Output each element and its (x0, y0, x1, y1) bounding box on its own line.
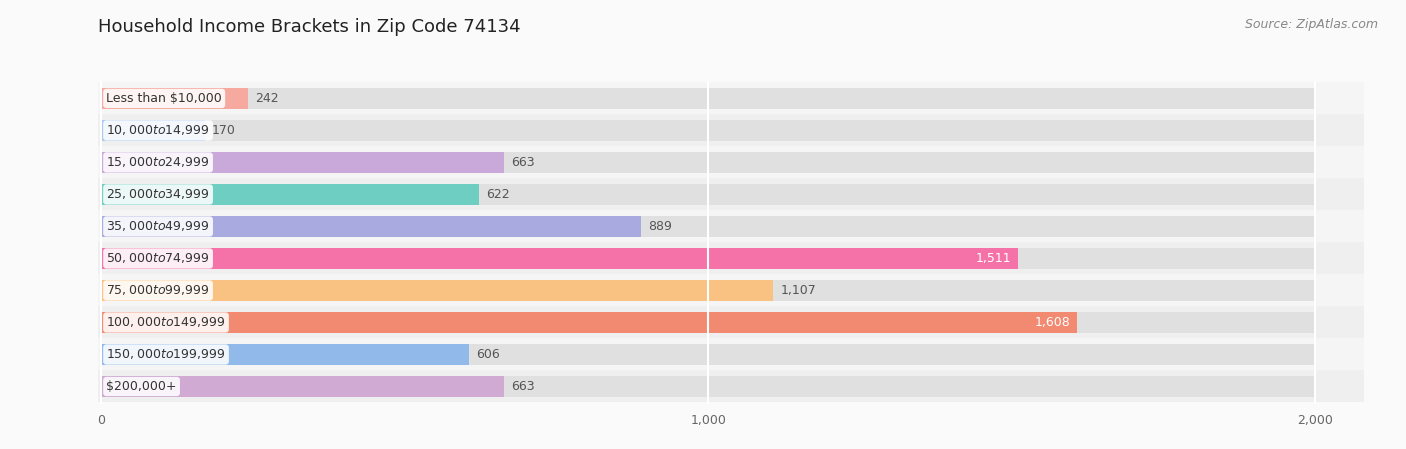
Bar (77, 83, 1406, 114)
Bar (101, 376, 1315, 397)
Bar (77, 242, 1406, 274)
Bar (101, 344, 1315, 365)
Text: 242: 242 (256, 92, 280, 105)
Bar (101, 184, 1315, 205)
Bar (77, 339, 1406, 370)
Bar (77, 178, 1406, 211)
Text: 1,608: 1,608 (1035, 316, 1070, 329)
Text: Less than $10,000: Less than $10,000 (107, 92, 222, 105)
Text: 889: 889 (648, 220, 672, 233)
Bar (101, 376, 503, 397)
Text: $200,000+: $200,000+ (107, 380, 177, 393)
Bar (101, 120, 205, 141)
Text: 1,511: 1,511 (976, 252, 1011, 265)
Bar (101, 88, 1315, 109)
Bar (77, 307, 1406, 339)
Text: $100,000 to $149,999: $100,000 to $149,999 (107, 316, 226, 330)
Text: $75,000 to $99,999: $75,000 to $99,999 (107, 283, 209, 298)
Text: $25,000 to $34,999: $25,000 to $34,999 (107, 187, 209, 202)
Bar (77, 370, 1406, 402)
Text: Source: ZipAtlas.com: Source: ZipAtlas.com (1244, 18, 1378, 31)
Bar (101, 184, 479, 205)
Text: 663: 663 (512, 380, 534, 393)
Bar (101, 120, 1315, 141)
Text: 606: 606 (477, 348, 501, 361)
Bar (101, 312, 1077, 333)
Bar (101, 280, 1315, 301)
Text: $10,000 to $14,999: $10,000 to $14,999 (107, 123, 209, 137)
Text: $35,000 to $49,999: $35,000 to $49,999 (107, 220, 209, 233)
Bar (101, 216, 1315, 237)
Bar (77, 146, 1406, 178)
Text: $150,000 to $199,999: $150,000 to $199,999 (107, 348, 226, 361)
Text: $15,000 to $24,999: $15,000 to $24,999 (107, 155, 209, 169)
Bar (101, 280, 773, 301)
Bar (101, 152, 1315, 173)
Bar (101, 152, 503, 173)
Bar (101, 248, 1315, 269)
Text: 622: 622 (486, 188, 510, 201)
Text: Household Income Brackets in Zip Code 74134: Household Income Brackets in Zip Code 74… (98, 18, 522, 36)
Bar (101, 248, 1018, 269)
Bar (77, 114, 1406, 146)
Text: 170: 170 (212, 124, 236, 137)
Bar (77, 211, 1406, 242)
Bar (77, 274, 1406, 307)
Text: 1,107: 1,107 (780, 284, 817, 297)
Bar (101, 344, 470, 365)
Text: 663: 663 (512, 156, 534, 169)
Bar (101, 88, 249, 109)
Bar (101, 216, 641, 237)
Text: $50,000 to $74,999: $50,000 to $74,999 (107, 251, 209, 265)
Bar (101, 312, 1315, 333)
